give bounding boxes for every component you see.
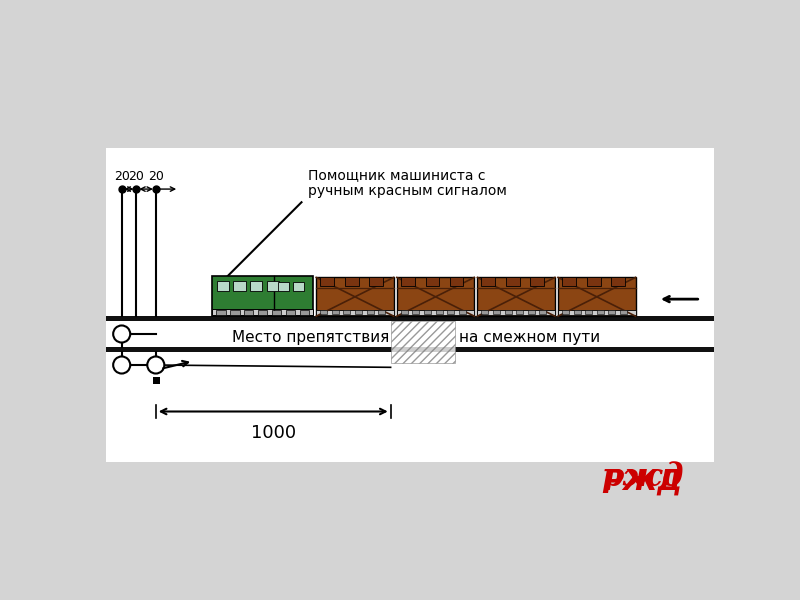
Bar xyxy=(558,277,635,316)
Bar xyxy=(397,310,474,314)
Bar xyxy=(100,462,720,500)
Bar xyxy=(300,310,310,314)
Bar xyxy=(258,310,267,314)
Bar xyxy=(539,310,546,314)
Text: 20: 20 xyxy=(129,170,144,183)
Bar xyxy=(230,310,239,314)
Bar xyxy=(343,310,350,314)
Circle shape xyxy=(113,325,130,343)
Text: РЖД: РЖД xyxy=(603,467,682,495)
Bar xyxy=(530,277,544,286)
Bar xyxy=(574,310,581,314)
Bar xyxy=(609,310,615,314)
Text: ржд: ржд xyxy=(602,461,684,493)
Circle shape xyxy=(113,356,130,374)
Bar xyxy=(106,347,714,352)
Bar xyxy=(366,310,374,314)
Bar xyxy=(153,377,160,383)
Bar xyxy=(106,144,714,485)
Bar xyxy=(234,281,246,292)
Bar xyxy=(266,281,279,292)
Text: 20: 20 xyxy=(114,170,130,183)
Bar xyxy=(459,310,466,314)
Bar xyxy=(478,310,555,314)
Bar xyxy=(369,277,383,286)
Bar xyxy=(447,310,454,314)
Bar xyxy=(435,310,442,314)
Bar xyxy=(505,310,511,314)
Bar xyxy=(493,310,500,314)
Bar xyxy=(320,277,334,286)
Bar xyxy=(378,310,386,314)
Bar xyxy=(528,310,534,314)
Bar xyxy=(345,277,359,286)
Bar xyxy=(250,281,262,292)
Bar xyxy=(516,310,523,314)
Bar xyxy=(316,310,394,314)
Bar xyxy=(412,310,419,314)
Bar xyxy=(562,310,569,314)
Bar xyxy=(216,310,226,314)
Bar xyxy=(100,109,720,148)
Bar xyxy=(355,310,362,314)
Bar xyxy=(450,277,463,286)
Text: 20: 20 xyxy=(148,170,164,183)
Bar xyxy=(278,282,289,292)
Bar xyxy=(585,310,592,314)
Bar xyxy=(316,277,394,316)
Text: на смежном пути: на смежном пути xyxy=(459,331,600,346)
Bar xyxy=(597,310,604,314)
Bar xyxy=(401,277,414,286)
Bar xyxy=(426,277,439,286)
Circle shape xyxy=(147,356,164,374)
Bar xyxy=(212,309,313,314)
Bar xyxy=(390,321,455,364)
Bar xyxy=(482,277,495,286)
Bar xyxy=(424,310,431,314)
Bar xyxy=(286,310,295,314)
Bar xyxy=(401,310,408,314)
Bar xyxy=(106,316,714,321)
Bar xyxy=(610,277,625,286)
Bar xyxy=(478,277,555,316)
Bar xyxy=(620,310,627,314)
Text: 1000: 1000 xyxy=(250,424,296,442)
Bar xyxy=(397,277,474,316)
Bar xyxy=(244,310,254,314)
Bar xyxy=(320,310,327,314)
Bar xyxy=(562,277,576,286)
Bar xyxy=(217,281,230,292)
Text: Помощник машиниста с
ручным красным сигналом: Помощник машиниста с ручным красным сигн… xyxy=(308,168,506,199)
Bar xyxy=(293,282,304,292)
Bar xyxy=(332,310,338,314)
Text: Место препятствия: Место препятствия xyxy=(232,331,389,346)
Bar xyxy=(558,310,635,314)
Bar xyxy=(212,276,313,316)
Bar xyxy=(586,277,601,286)
Bar xyxy=(506,277,520,286)
Bar xyxy=(272,310,282,314)
Bar xyxy=(482,310,488,314)
